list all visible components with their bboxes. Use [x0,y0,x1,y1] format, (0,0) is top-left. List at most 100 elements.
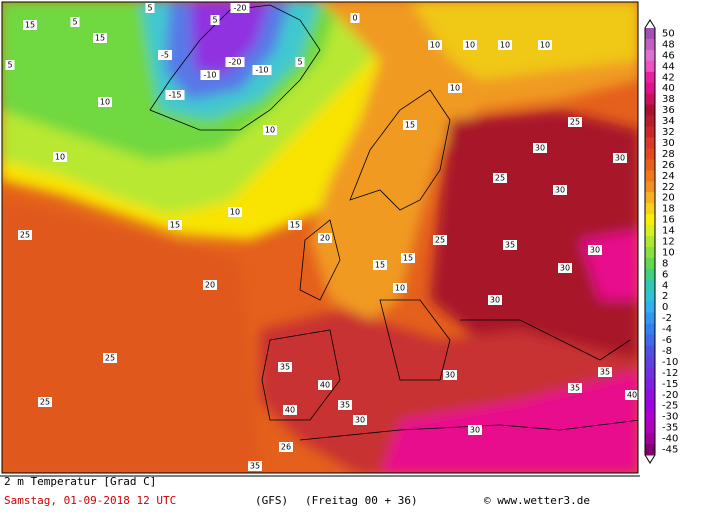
colorbar-label: 24 [662,171,675,182]
colorbar-swatch [645,28,655,40]
label-box [98,97,112,107]
label-box [318,380,332,390]
map-label: -20 [233,4,246,13]
map-label: 26 [281,443,291,452]
colorbar-label: 10 [662,247,675,258]
map-label: 15 [290,221,300,230]
colorbar-label: 32 [662,127,675,138]
label-box [553,185,567,195]
map-label: -5 [161,51,169,60]
colorbar-label: 4 [662,280,668,291]
map-label: 30 [490,296,500,305]
label-box [598,367,612,377]
colorbar-swatch [645,214,655,226]
map-label: 10 [465,41,475,50]
label-box [103,353,117,363]
label-box [70,17,80,27]
colorbar-swatch [645,323,655,336]
label-box [252,65,272,75]
colorbar-swatch [645,345,655,357]
colorbar-swatch [645,159,655,171]
colorbar-label: -6 [662,335,672,346]
map-label: 30 [535,144,545,153]
map-label: 30 [355,416,365,425]
colorbar-swatch [645,301,655,314]
map-label: 10 [230,208,240,217]
colorbar-swatch [645,400,655,412]
map-label: 35 [600,368,610,377]
map-label: 5 [72,18,77,27]
colorbar-swatch [645,257,655,270]
colorbar-label: 0 [662,302,668,313]
colorbar-label: -15 [662,379,678,390]
label-box [393,283,407,293]
colorbar-swatch [645,49,655,62]
colorbar-label: -45 [662,445,678,456]
colorbar-swatch [645,367,655,379]
label-box [283,405,297,415]
colorbar-swatch [645,192,655,204]
label-box [18,230,32,240]
map-label: 30 [445,371,455,380]
map-label: 15 [95,34,105,43]
label-box [373,260,387,270]
map-label: 25 [40,398,50,407]
label-box [613,153,627,163]
colorbar-label: -2 [662,313,672,324]
label-box [200,70,220,80]
colorbar-swatch [645,268,655,281]
map-label: 30 [615,154,625,163]
colorbar-label: 12 [662,237,675,248]
map-label: 5 [212,16,217,25]
map-label: -20 [228,58,241,67]
colorbar-swatch [645,93,655,106]
label-box [210,15,220,25]
label-box [295,57,305,67]
colorbar-swatch [645,104,655,117]
colorbar-swatch [645,356,655,368]
map-label: 25 [20,231,30,240]
colorbar-label: -10 [662,357,678,368]
colorbar-swatch [645,334,655,347]
colorbar-label: 18 [662,204,675,215]
run: (Freitag 00 + 36) [305,494,418,507]
label-box [23,20,37,30]
colorbar-swatch [645,236,655,248]
label-box [93,33,107,43]
colorbar-swatch [645,203,655,215]
colorbar-label: 46 [662,50,675,61]
colorbar-label: 44 [662,61,675,72]
label-box [568,383,582,393]
map-label: 30 [590,246,600,255]
map-label: 10 [430,41,440,50]
colorbar-label: 38 [662,94,675,105]
colorbar-label: -8 [662,346,672,357]
colorbar-swatch [645,444,655,456]
label-box [318,233,332,243]
map-label: 25 [495,174,505,183]
colorbar-label: 34 [662,116,675,127]
colorbar-swatch [645,246,655,259]
map-label: 10 [395,284,405,293]
colorbar-label: 48 [662,39,675,50]
label-box [401,253,415,263]
colorbar-swatch [645,38,655,51]
label-box [538,40,552,50]
label-box [433,235,447,245]
colorbar: 5048464442403836343230282624222018161412… [644,19,678,464]
label-box [5,60,15,70]
coastlines [149,4,638,441]
map-label: -10 [203,71,216,80]
map-label: -10 [255,66,268,75]
colorbar-swatch [645,378,655,390]
colorbar-label: 28 [662,149,675,160]
map-label: 15 [405,121,415,130]
colorbar-swatch [645,312,655,325]
colorbar-label: 30 [662,138,675,149]
colorbar-label: -4 [662,324,672,335]
colorbar-label: 42 [662,72,675,83]
label-box [278,362,292,372]
label-box [38,397,52,407]
map-label: 25 [105,354,115,363]
label-box [625,390,638,400]
